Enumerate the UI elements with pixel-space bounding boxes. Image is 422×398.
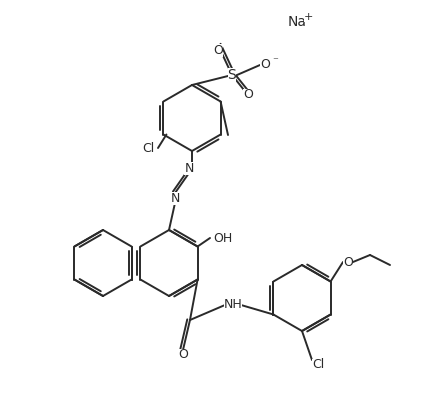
Text: O: O	[260, 59, 270, 72]
Text: N: N	[184, 162, 194, 174]
Text: Cl: Cl	[312, 359, 324, 371]
Text: S: S	[227, 68, 236, 82]
Text: N: N	[170, 191, 180, 205]
Text: OH: OH	[213, 232, 232, 244]
Text: Cl: Cl	[142, 142, 154, 154]
Text: O: O	[243, 88, 253, 101]
Text: +: +	[304, 12, 314, 22]
Text: O: O	[343, 256, 353, 269]
Text: O: O	[213, 43, 223, 57]
Text: Na: Na	[288, 15, 307, 29]
Text: O: O	[178, 349, 188, 361]
Text: ⁻: ⁻	[272, 56, 278, 66]
Text: NH: NH	[224, 298, 242, 312]
